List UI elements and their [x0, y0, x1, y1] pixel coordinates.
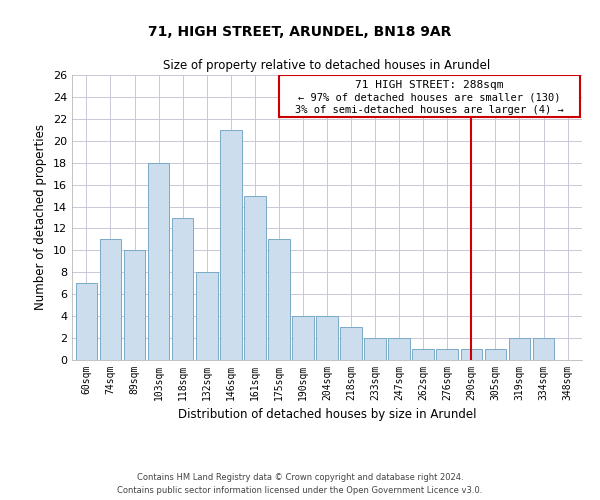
Bar: [461, 349, 482, 360]
Bar: [412, 349, 434, 360]
Text: 3% of semi-detached houses are larger (4) →: 3% of semi-detached houses are larger (4…: [295, 104, 563, 115]
Text: 71, HIGH STREET, ARUNDEL, BN18 9AR: 71, HIGH STREET, ARUNDEL, BN18 9AR: [148, 25, 452, 39]
Bar: [364, 338, 386, 360]
X-axis label: Distribution of detached houses by size in Arundel: Distribution of detached houses by size …: [178, 408, 476, 422]
Bar: [244, 196, 266, 360]
Bar: [485, 349, 506, 360]
Bar: [533, 338, 554, 360]
Y-axis label: Number of detached properties: Number of detached properties: [34, 124, 47, 310]
Bar: [76, 284, 97, 360]
Bar: [316, 316, 338, 360]
Bar: [292, 316, 314, 360]
Bar: [436, 349, 458, 360]
FancyBboxPatch shape: [279, 75, 580, 116]
Text: Contains public sector information licensed under the Open Government Licence v3: Contains public sector information licen…: [118, 486, 482, 495]
Bar: [100, 240, 121, 360]
Bar: [340, 327, 362, 360]
Bar: [268, 240, 290, 360]
Bar: [509, 338, 530, 360]
Bar: [124, 250, 145, 360]
Bar: [196, 272, 218, 360]
Bar: [220, 130, 242, 360]
Text: ← 97% of detached houses are smaller (130): ← 97% of detached houses are smaller (13…: [298, 92, 560, 102]
Text: 71 HIGH STREET: 288sqm: 71 HIGH STREET: 288sqm: [355, 80, 503, 90]
Bar: [172, 218, 193, 360]
Text: Contains HM Land Registry data © Crown copyright and database right 2024.: Contains HM Land Registry data © Crown c…: [137, 474, 463, 482]
Bar: [148, 162, 169, 360]
Bar: [388, 338, 410, 360]
Title: Size of property relative to detached houses in Arundel: Size of property relative to detached ho…: [163, 60, 491, 72]
